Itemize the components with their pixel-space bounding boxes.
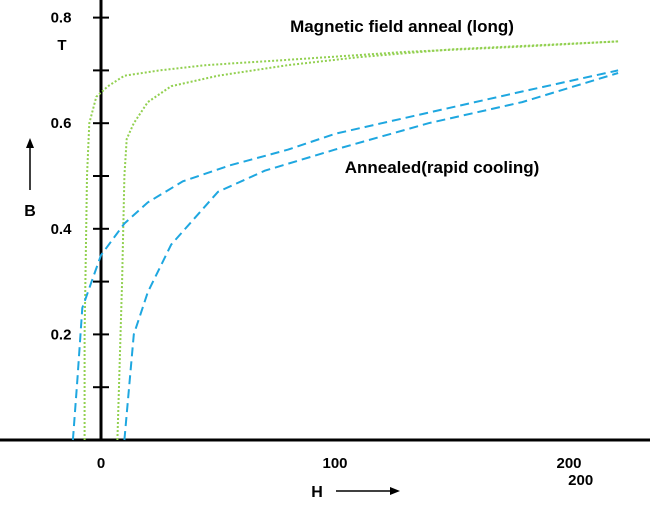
x-axis-arrow-icon: [336, 487, 400, 495]
series-magnetic-field-anneal-long-branch-1: [83, 40, 619, 440]
x-axis-label: H: [311, 484, 323, 501]
y-tick-label: 0.6: [51, 115, 72, 132]
x-tick-label: 200: [568, 472, 593, 489]
x-tick-label: 100: [322, 455, 347, 472]
y-unit-label: T: [57, 37, 66, 54]
y-tick-label: 0.8: [51, 10, 72, 27]
series-magnetic-field-anneal-long-branch-2: [116, 40, 619, 441]
series-annealed-rapid-cooling-branch-2: [123, 72, 619, 441]
y-tick-label: 0.2: [51, 326, 72, 343]
annotation-magnetic-field-anneal: Magnetic field anneal (long): [290, 17, 514, 36]
series-layer: [71, 40, 619, 441]
y-axis-arrow-icon: [26, 138, 34, 190]
y-tick-label: 0.4: [51, 221, 73, 238]
y-axis-label: B: [24, 203, 36, 220]
y-tick-marks: [93, 16, 109, 389]
annotation-annealed-rapid-cooling: Annealed(rapid cooling): [345, 158, 540, 177]
series-annealed-rapid-cooling-branch-1: [71, 69, 619, 441]
x-tick-label: 200: [556, 455, 581, 472]
x-tick-label: 0: [97, 455, 105, 472]
